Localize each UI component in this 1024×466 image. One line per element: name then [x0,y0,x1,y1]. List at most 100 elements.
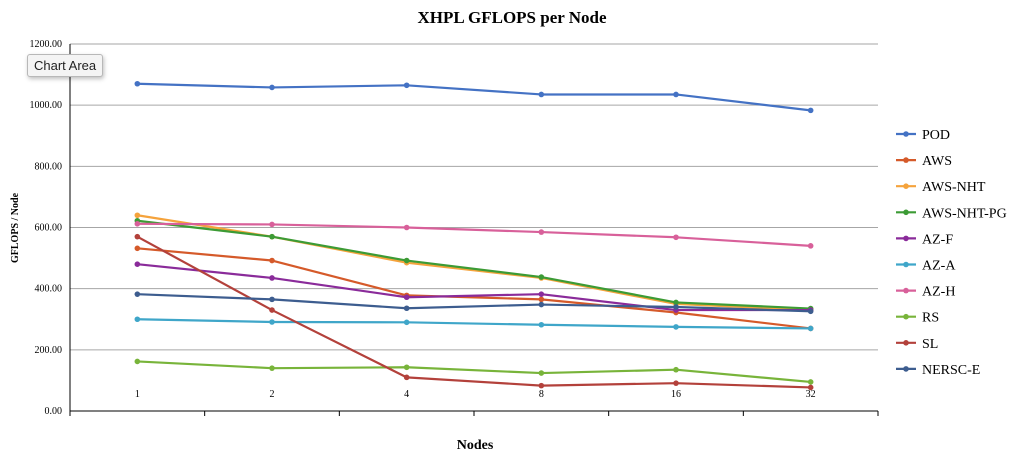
data-point[interactable] [538,274,545,280]
data-point[interactable] [269,233,275,240]
data-point[interactable] [403,294,410,301]
data-point[interactable] [538,382,545,389]
data-point[interactable] [134,221,141,227]
data-point[interactable] [673,380,679,386]
legend-label: RS [922,311,939,326]
legend-item-aws[interactable]: AWS [896,154,952,169]
data-point[interactable] [673,304,679,310]
legend-swatch-marker [903,366,909,372]
gridlines [70,43,878,351]
data-point[interactable] [538,301,545,308]
data-point[interactable] [269,84,275,91]
y-tick-label: 800.00 [35,161,63,172]
series-line[interactable] [137,263,811,312]
series-rs[interactable] [134,358,814,385]
series-nersc-e[interactable] [134,291,814,315]
data-point[interactable] [403,224,410,231]
data-point[interactable] [269,275,275,281]
legend-item-pod[interactable]: POD [896,128,950,143]
legend-swatch-marker [903,340,909,346]
data-point[interactable] [673,91,679,98]
legend-item-az-a[interactable]: AZ-A [896,259,956,274]
data-point[interactable] [807,384,814,391]
data-point[interactable] [807,107,814,114]
legend-label: AZ-H [922,285,955,300]
series-line[interactable] [137,360,811,384]
legend-label: AWS-NHT-PG [922,206,1007,221]
legend-item-az-h[interactable]: AZ-H [896,285,955,300]
series-aws-nht-pg[interactable] [134,217,814,312]
legend-item-az-f[interactable]: AZ-F [896,232,953,247]
data-point[interactable] [134,80,141,87]
series-az-h[interactable] [134,221,814,249]
data-point[interactable] [538,321,545,328]
series-line[interactable] [137,293,811,313]
legend-swatch-marker [903,183,909,189]
legend-item-aws-nht-pg[interactable]: AWS-NHT-PG [896,206,1007,221]
legend-swatch-marker [903,261,909,268]
series-az-a[interactable] [134,316,814,332]
data-point[interactable] [538,291,545,297]
data-point[interactable] [269,257,275,264]
series-line[interactable] [137,219,811,310]
data-point[interactable] [269,296,275,303]
series-line[interactable] [137,222,811,247]
series-lines [134,80,814,391]
series-line[interactable] [137,82,811,112]
series-pod[interactable] [134,80,814,114]
data-point[interactable] [538,91,545,98]
data-point[interactable] [403,319,410,326]
legend-swatch-marker [903,313,909,320]
data-point[interactable] [134,316,141,323]
legend-item-rs[interactable]: RS [896,311,939,326]
data-point[interactable] [403,374,410,381]
legend-label: AWS-NHT [922,180,986,195]
data-point[interactable] [807,243,814,249]
data-point[interactable] [403,82,410,89]
data-point[interactable] [538,229,545,235]
data-point[interactable] [673,234,679,241]
legend-item-sl[interactable]: SL [896,337,938,352]
legend-item-nersc-e[interactable]: NERSC-E [896,363,980,378]
data-point[interactable] [673,299,679,306]
data-point[interactable] [269,307,275,313]
data-point[interactable] [134,358,141,365]
legend-label: AZ-F [922,232,953,247]
legend-label: AWS [922,154,952,169]
data-point[interactable] [134,291,141,297]
data-point[interactable] [134,245,141,252]
data-point[interactable] [807,379,814,385]
legend-item-aws-nht[interactable]: AWS-NHT [896,180,986,195]
data-point[interactable] [134,233,141,240]
data-point[interactable] [403,257,410,264]
data-point[interactable] [134,261,141,268]
data-point[interactable] [538,296,545,303]
series-line[interactable] [137,247,811,330]
y-tick-label: 200.00 [35,345,63,356]
data-point[interactable] [269,319,275,325]
data-point[interactable] [403,364,410,371]
legend-swatch-marker [903,287,909,294]
data-point[interactable] [807,325,814,332]
x-tick-label: 16 [671,389,681,400]
axes: 0.00 200.00 400.00 600.00 800.00 1000.00 1200.… [30,39,879,417]
series-line[interactable] [136,235,811,389]
data-point[interactable] [134,212,141,219]
legend-label: AZ-A [922,259,956,274]
data-point[interactable] [269,221,275,228]
data-point[interactable] [673,366,679,373]
x-tick-label: 1 [135,389,140,400]
y-tick-label: 400.00 [35,284,63,295]
y-tick-label: 600.00 [35,223,63,234]
series-line[interactable] [137,318,811,330]
data-point[interactable] [269,365,275,371]
data-point[interactable] [807,308,814,315]
legend-swatch-marker [903,157,909,163]
data-point[interactable] [403,305,410,312]
y-tick-label: 1200.00 [30,39,63,50]
data-point[interactable] [538,370,545,376]
chart-area-tooltip: Chart Area [27,54,104,77]
data-point[interactable] [673,324,679,330]
